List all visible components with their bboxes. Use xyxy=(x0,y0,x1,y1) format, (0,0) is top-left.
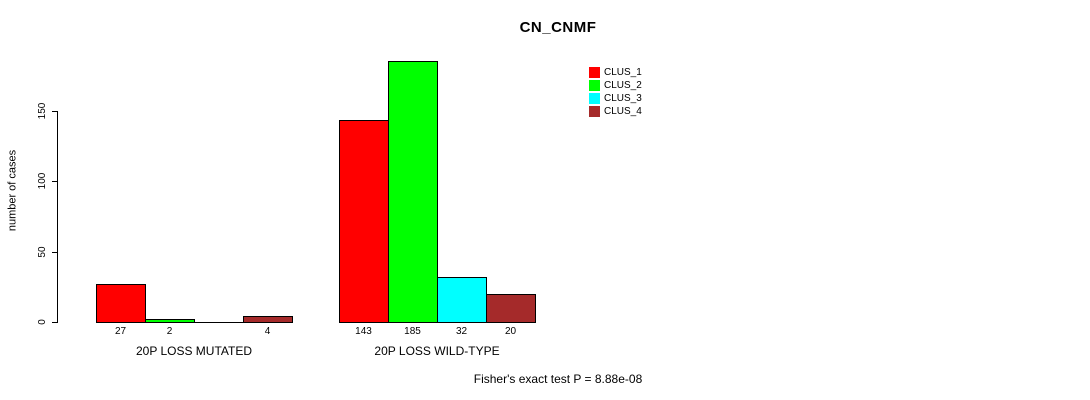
stats-annotation: Fisher's exact test P = 8.88e-08 xyxy=(473,372,643,386)
y-tick-mark xyxy=(52,252,57,253)
y-tick-mark xyxy=(52,181,57,182)
bar-value-label: 143 xyxy=(355,326,372,337)
y-axis-label: number of cases xyxy=(6,149,19,232)
bar-CLUS_4 xyxy=(486,294,536,323)
legend-item-label: CLUS_3 xyxy=(604,93,642,104)
bar-value-label: 2 xyxy=(166,326,173,337)
legend-item-label: CLUS_4 xyxy=(604,106,642,117)
legend-item-CLUS_1: CLUS_1 xyxy=(589,66,642,79)
y-tick-label: 100 xyxy=(37,172,48,190)
x-category-label: 20P LOSS WILD-TYPE xyxy=(374,344,500,358)
bar-value-label: 185 xyxy=(404,326,421,337)
bar-value-label: 4 xyxy=(264,326,271,337)
bar-CLUS_3 xyxy=(437,277,487,323)
bar-CLUS_1 xyxy=(96,284,146,323)
bar-value-label: 32 xyxy=(455,326,468,337)
y-tick-label: 150 xyxy=(37,102,48,120)
y-tick-label: 0 xyxy=(37,319,48,325)
legend-item-label: CLUS_1 xyxy=(604,67,642,78)
bar-value-label: 20 xyxy=(504,326,517,337)
bar-CLUS_4 xyxy=(243,316,293,323)
y-tick-mark xyxy=(52,322,57,323)
legend-item-CLUS_2: CLUS_2 xyxy=(589,79,642,92)
legend-swatch-icon xyxy=(589,93,600,104)
legend: CLUS_1 CLUS_2 CLUS_3 CLUS_4 xyxy=(589,66,642,118)
legend-swatch-icon xyxy=(589,80,600,91)
bar-value-label: 27 xyxy=(114,326,127,337)
bar-CLUS_1 xyxy=(339,120,389,323)
legend-item-CLUS_4: CLUS_4 xyxy=(589,105,642,118)
legend-item-CLUS_3: CLUS_3 xyxy=(589,92,642,105)
y-tick-label: 50 xyxy=(37,246,48,258)
x-category-label: 20P LOSS MUTATED xyxy=(135,344,253,358)
legend-swatch-icon xyxy=(589,106,600,117)
bar-CLUS_2 xyxy=(388,61,438,323)
bar-CLUS_2 xyxy=(145,319,195,323)
legend-swatch-icon xyxy=(589,67,600,78)
chart-title: CN_CNMF xyxy=(519,19,597,36)
legend-item-label: CLUS_2 xyxy=(604,80,642,91)
y-axis-line xyxy=(57,111,58,323)
y-tick-mark xyxy=(52,111,57,112)
